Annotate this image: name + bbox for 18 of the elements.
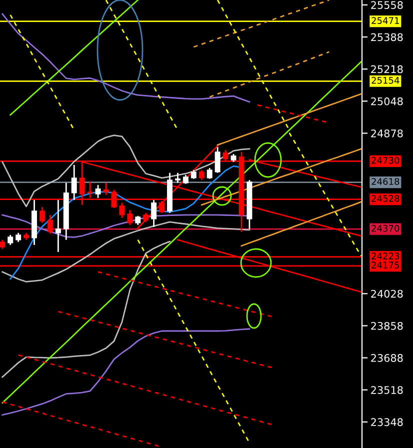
y-tick-label: 24878 — [371, 129, 403, 138]
ref-line-label: 24528 — [372, 195, 400, 202]
ref-line-label: 24370 — [372, 224, 400, 232]
ref-line-label: 24175 — [372, 262, 399, 269]
y-tick-label: 24028 — [371, 290, 403, 298]
ref-line-label: 25154 — [372, 76, 400, 84]
ref-line-label: 24618 — [372, 178, 400, 185]
y-tick-label: 23688 — [371, 354, 403, 362]
ref-line-label: 24223 — [372, 252, 400, 260]
y-tick-label: 23518 — [371, 386, 403, 394]
y-tick-label: 25558 — [371, 1, 403, 10]
y-tick-label: 23348 — [371, 418, 403, 426]
ref-line-label: 25471 — [372, 17, 399, 24]
ref-line-label: 24730 — [372, 156, 400, 164]
y-tick-label: 25218 — [371, 65, 403, 74]
y-tick-label: 25048 — [371, 97, 403, 106]
y-tick-label: 25388 — [371, 33, 403, 42]
y-tick-label: 23858 — [371, 322, 403, 330]
